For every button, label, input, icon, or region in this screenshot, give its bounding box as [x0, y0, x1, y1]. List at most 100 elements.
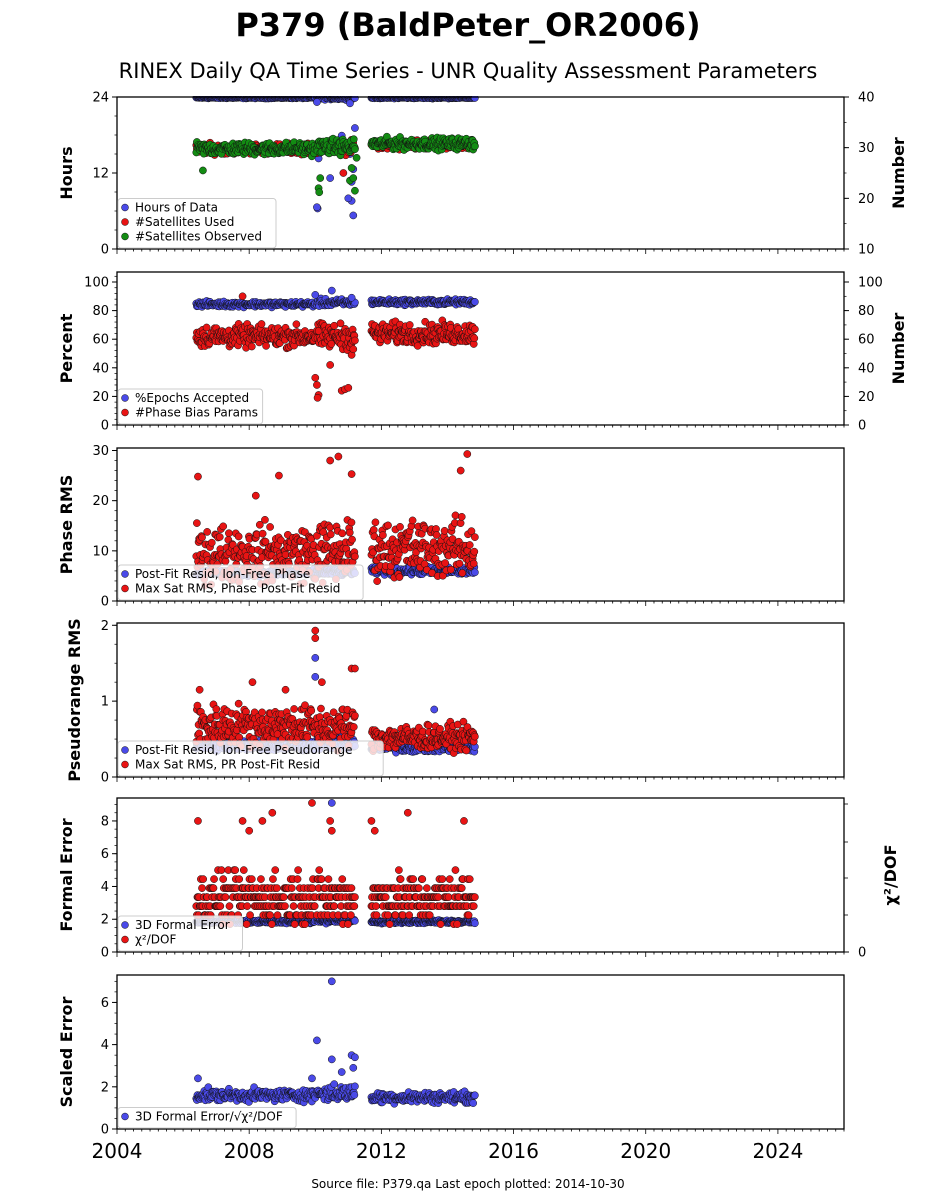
data-point [465, 541, 474, 549]
data-point [447, 565, 455, 574]
data-point [339, 169, 348, 177]
y-axis-label: Hours [57, 146, 76, 199]
points-group [192, 286, 479, 402]
data-point [413, 342, 422, 350]
data-point [345, 528, 354, 537]
data-point [405, 321, 414, 329]
y-tick-label: 2 [101, 913, 109, 928]
data-point [384, 521, 392, 530]
y-tick-label: 0 [101, 771, 109, 786]
data-point [347, 293, 356, 302]
data-point [258, 708, 266, 717]
panel-pseudorange-rms: 0 1 2 Pseudorange RMS Post-Fit Resid, Ion-Fr… [65, 618, 845, 786]
y-right-tick-label: 80 [858, 304, 875, 319]
y-right-tick-label: 30 [858, 141, 875, 156]
data-point [326, 361, 334, 369]
data-point [451, 511, 460, 520]
legend-label: Max Sat RMS, Phase Post-Fit Resid [135, 582, 340, 596]
y-tick-label: 1 [101, 695, 109, 710]
y-tick-label: 10 [92, 544, 109, 559]
data-point [351, 186, 359, 195]
legend-label: Hours of Data [135, 201, 218, 215]
y-tick-label: 20 [92, 494, 109, 509]
data-point [347, 470, 356, 478]
data-point [348, 535, 356, 544]
data-point [316, 174, 325, 182]
data-point [373, 577, 382, 585]
data-point [261, 537, 270, 546]
data-point [247, 342, 256, 351]
data-point [396, 523, 404, 531]
y-right-tick-label: 40 [858, 91, 875, 106]
chart-subtitle: RINEX Daily QA Time Series - UNR Quality… [119, 59, 818, 83]
legend-marker [121, 203, 129, 212]
y-right-tick-label: 10 [858, 243, 875, 258]
data-point [469, 559, 478, 568]
y-right-tick-label: 20 [858, 390, 875, 405]
data-point [281, 685, 290, 694]
chart-title: P379 (BaldPeter_OR2006) [235, 6, 700, 44]
y-axis-label: Pseudorange RMS [65, 618, 84, 781]
data-point [326, 530, 335, 539]
legend-label: Post-Fit Resid, Ion-Free Pseudorange [135, 743, 353, 757]
data-point [198, 533, 206, 542]
data-point [275, 471, 283, 480]
legend-marker [121, 394, 129, 402]
data-point [258, 529, 267, 538]
data-point [351, 552, 359, 561]
data-point [248, 678, 257, 687]
y-tick-label: 60 [92, 333, 109, 348]
data-point [193, 519, 201, 527]
y-right-tick-label: 0 [858, 419, 866, 434]
data-point [470, 334, 479, 343]
data-point [456, 519, 465, 527]
legend-label: #Satellites Used [135, 215, 234, 229]
data-point [470, 547, 479, 556]
data-point [202, 323, 211, 332]
legend: Hours of Data#Satellites Used#Satellites… [117, 198, 277, 249]
data-point [432, 531, 441, 539]
legend-label: #Phase Bias Params [135, 406, 258, 420]
data-point [471, 298, 479, 306]
data-point [462, 746, 471, 755]
data-point [336, 319, 345, 328]
plot-frame [116, 271, 845, 426]
y-right-tick-label: 100 [858, 276, 883, 291]
data-point [436, 725, 444, 733]
y-tick-label: 20 [92, 390, 109, 405]
data-point [225, 529, 233, 538]
y-tick-label: 6 [101, 847, 109, 862]
legend-marker [121, 760, 129, 769]
data-point [371, 518, 380, 527]
legend-label: %Epochs Accepted [135, 391, 249, 405]
data-point [251, 491, 260, 500]
data-point [311, 626, 320, 635]
y-axis-label: Formal Error [57, 818, 76, 931]
data-point [457, 512, 466, 521]
y-right-tick-label: 40 [858, 361, 875, 376]
y-tick-label: 2 [101, 619, 109, 634]
data-point [349, 723, 358, 731]
data-point [311, 291, 320, 299]
y-right-tick-label: 60 [858, 333, 875, 348]
y-tick-label: 0 [101, 946, 109, 961]
data-point [313, 98, 321, 106]
data-point [311, 654, 320, 662]
y-tick-label: 0 [101, 243, 109, 258]
data-point [338, 529, 347, 538]
y-tick-label: 100 [84, 276, 109, 291]
data-point [315, 188, 324, 197]
y-tick-label: 80 [92, 304, 109, 319]
data-point [351, 664, 359, 673]
data-point [327, 286, 336, 295]
data-point [313, 381, 321, 389]
legend-box [117, 564, 364, 601]
legend-marker [121, 408, 129, 417]
data-point [207, 538, 216, 547]
data-point [349, 211, 358, 220]
data-point [313, 203, 321, 212]
